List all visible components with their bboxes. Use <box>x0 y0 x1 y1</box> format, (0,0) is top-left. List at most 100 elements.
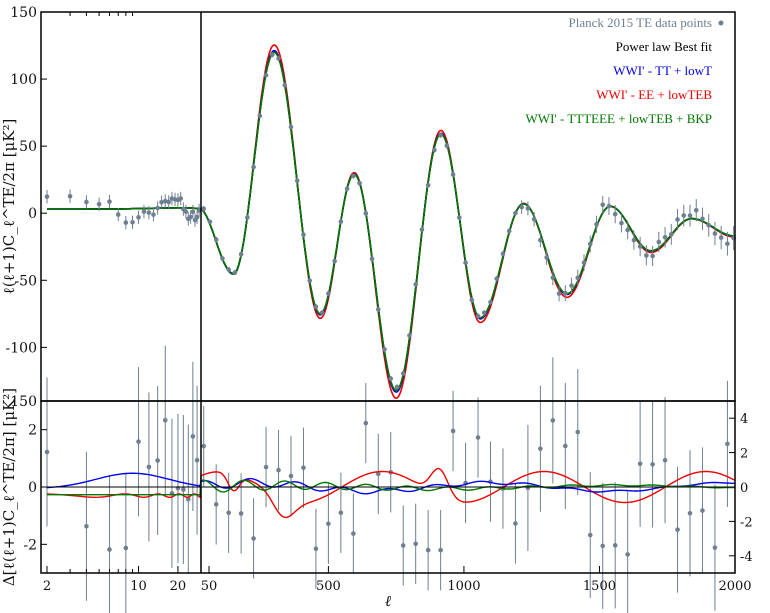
data-point <box>644 253 649 258</box>
data-point <box>96 201 102 207</box>
data-point <box>269 52 275 58</box>
data-point <box>394 384 400 390</box>
residual-point <box>513 521 518 526</box>
data-point <box>481 310 487 316</box>
x-tick-label: 10 <box>130 579 147 594</box>
data-point <box>107 199 112 204</box>
data-point <box>141 209 147 214</box>
data-point <box>519 204 524 210</box>
residual-point <box>190 434 196 439</box>
data-point <box>681 213 687 218</box>
data-point <box>301 232 306 237</box>
data-point <box>67 194 73 199</box>
data-point <box>282 82 288 88</box>
data-point <box>600 202 606 208</box>
data-point <box>563 290 568 296</box>
data-point <box>338 219 344 224</box>
data-point <box>351 173 356 179</box>
residual-point <box>326 521 331 527</box>
residual-point <box>637 461 643 467</box>
residual-point <box>123 545 129 551</box>
data-point <box>619 220 624 226</box>
residual-point <box>107 547 112 552</box>
residual-point <box>301 465 306 471</box>
residual-point <box>575 429 581 435</box>
right-y-tick-label: 4 <box>740 412 748 427</box>
lower-y-top-label: 150 <box>10 394 37 410</box>
x-axis-label: ℓ <box>385 592 391 610</box>
data-point <box>625 227 630 233</box>
lower-y-tick-label: 2 <box>28 423 37 439</box>
data-point <box>196 208 202 213</box>
residual-point <box>687 510 693 516</box>
residual-point <box>550 418 556 423</box>
data-point <box>257 113 263 119</box>
data-point <box>581 260 587 265</box>
data-point <box>569 283 574 288</box>
data-point <box>407 333 412 338</box>
data-point <box>123 220 129 225</box>
data-point <box>400 371 406 376</box>
residual-point <box>155 458 160 463</box>
residual-point <box>226 510 231 516</box>
upper-y-axis-label: ℓ(ℓ+1)C_ℓ^TE/2π [μK²] <box>0 119 18 295</box>
data-point <box>488 299 493 305</box>
data-point <box>245 215 250 220</box>
x-tick-label: 2 <box>43 579 51 594</box>
data-point <box>637 244 643 249</box>
upper-y-tick-label: 0 <box>28 206 37 222</box>
data-point <box>332 258 337 264</box>
residual-point <box>612 543 618 548</box>
data-point <box>263 72 269 78</box>
residual-point <box>400 543 406 548</box>
residual-point <box>351 531 356 536</box>
right-y-tick-label: -4 <box>740 550 753 565</box>
data-point <box>606 203 612 209</box>
residual-point <box>425 547 431 553</box>
data-point <box>238 251 244 257</box>
right-y-tick-label: 2 <box>740 447 748 462</box>
residual-point <box>587 532 593 538</box>
data-point <box>432 147 437 153</box>
data-point <box>419 227 425 232</box>
x-tick-label: 500 <box>316 579 341 594</box>
data-point <box>556 291 562 296</box>
data-point <box>44 194 50 199</box>
residual-point <box>712 545 718 550</box>
data-point <box>276 56 281 61</box>
data-point <box>693 207 699 213</box>
data-point <box>531 216 537 222</box>
data-point <box>232 270 238 275</box>
data-point <box>288 124 294 130</box>
legend-entry: WWI' - TTTEEE + lowTEB + BKP <box>526 111 712 126</box>
residual-point <box>375 471 381 477</box>
data-point <box>425 182 431 188</box>
data-point <box>725 241 730 246</box>
lower-curves <box>41 467 735 519</box>
residual-point <box>238 511 244 516</box>
data-point <box>369 256 375 262</box>
upper-y-tick-label: 150 <box>10 5 37 21</box>
residual-point <box>625 552 630 557</box>
data-point <box>700 216 705 222</box>
residual-point <box>363 420 369 426</box>
residual-point <box>251 536 256 541</box>
legend-marker <box>718 20 724 26</box>
data-point <box>251 164 256 170</box>
residual-point <box>450 428 456 434</box>
data-point <box>159 199 164 205</box>
data-point <box>388 376 394 381</box>
data-point <box>450 172 456 177</box>
residual-point <box>700 508 705 513</box>
residual-point <box>725 441 730 447</box>
residual-point <box>475 435 481 440</box>
legend-entry: Power law Best fit <box>616 39 713 54</box>
data-point <box>344 186 350 192</box>
right-y-tick-label: 0 <box>740 481 748 496</box>
residual-point <box>313 546 319 552</box>
legend-entry: WWI' - TT + lowT <box>613 63 712 78</box>
data-point <box>668 232 674 237</box>
residual-point <box>201 443 207 449</box>
data-point <box>146 210 152 215</box>
data-point <box>162 198 168 204</box>
